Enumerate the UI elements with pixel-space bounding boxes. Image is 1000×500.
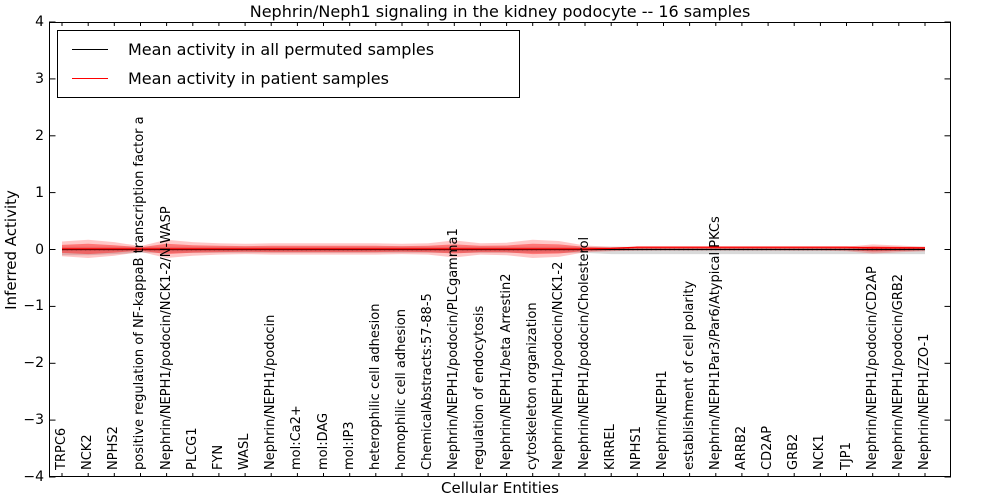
- legend: Mean activity in all permuted samples Me…: [57, 30, 520, 98]
- x-tick-label: Nephrin/NEPH1/podocin/GRB2: [890, 273, 906, 470]
- legend-entry-patient: Mean activity in patient samples: [58, 69, 519, 88]
- x-tick-label: KIRREL: [603, 424, 619, 470]
- y-tick-label: −1: [23, 298, 44, 315]
- y-tick-label: 2: [35, 127, 44, 144]
- y-tick-label: 3: [35, 70, 44, 87]
- x-tick-label: Nephrin/NEPH1/podocin/NCK1-2/N-WASP: [158, 206, 174, 470]
- legend-label-patient: Mean activity in patient samples: [128, 68, 389, 88]
- x-tick-label: WASL: [237, 433, 253, 470]
- x-tick-label: mol:IP3: [341, 421, 357, 470]
- x-tick-label: mol:DAG: [315, 412, 331, 470]
- x-tick-label: TRPC6: [54, 427, 69, 470]
- x-tick-label: PLCG1: [184, 427, 200, 470]
- x-tick-label: Nephrin/NEPH1/podocin/CD2AP: [864, 266, 880, 470]
- x-tick-label: Nephrin/NEPH1/podocin/Cholesterol: [577, 236, 593, 470]
- x-tick-label: NPHS1: [629, 426, 645, 470]
- x-tick-label: Nephrin/NEPH1/podocin/PLCgamma1: [446, 228, 462, 470]
- x-tick-label: GRB2: [786, 433, 802, 470]
- y-tick-label: −2: [23, 355, 44, 372]
- x-tick-label: CD2AP: [760, 425, 776, 470]
- x-tick-label: regulation of endocytosis: [472, 305, 488, 470]
- x-tick-label: FYN: [210, 444, 226, 470]
- x-tick-label: homophilic cell adhesion: [393, 309, 409, 470]
- legend-line-black: [72, 49, 108, 51]
- chart-title: Nephrin/Neph1 signaling in the kidney po…: [249, 2, 751, 21]
- x-tick-label: Nephrin/NEPH1/podocin: [263, 314, 279, 470]
- axes-frame: [49, 22, 951, 477]
- x-tick-label: Nephrin/NEPH1/ZO-1: [917, 333, 932, 470]
- x-tick-label: ARRB2: [733, 425, 749, 470]
- y-tick-label: 1: [35, 184, 44, 201]
- y-tick-label: −3: [23, 412, 44, 429]
- legend-label-permuted: Mean activity in all permuted samples: [128, 40, 435, 60]
- x-tick-label: TJP1: [838, 442, 854, 470]
- series-line: [62, 246, 925, 250]
- y-tick-label: 0: [35, 241, 44, 258]
- x-tick-label: Nephrin/NEPH1Par3/Par6/Atypical PKCs: [707, 216, 723, 470]
- x-axis-label: Cellular Entities: [441, 479, 559, 497]
- x-tick-label: NCK1: [812, 434, 828, 470]
- x-tick-label: positive regulation of NF-kappaB transcr…: [132, 116, 148, 470]
- x-tick-label: Nephrin/NEPH1/podocin/NCK1-2: [550, 261, 566, 470]
- x-tick-label: cytoskeleton organization: [524, 302, 540, 470]
- legend-entry-permuted: Mean activity in all permuted samples: [58, 40, 519, 59]
- x-tick-label: NPHS2: [106, 426, 122, 470]
- y-tick-label: −4: [23, 469, 44, 485]
- legend-line-red: [72, 77, 108, 79]
- x-tick-label: NCK2: [80, 434, 96, 470]
- x-tick-label: Nephrin/NEPH1: [655, 370, 671, 470]
- x-tick-label: ChemicalAbstracts:57-88-5: [420, 293, 436, 470]
- y-tick-label: 4: [35, 14, 44, 30]
- x-tick-label: Nephrin/NEPH1/beta Arrestin2: [498, 273, 514, 471]
- x-tick-label: heterophilic cell adhesion: [367, 303, 383, 471]
- x-tick-label: establishment of cell polarity: [681, 280, 697, 470]
- x-tick-label: mol:Ca2+: [289, 405, 305, 470]
